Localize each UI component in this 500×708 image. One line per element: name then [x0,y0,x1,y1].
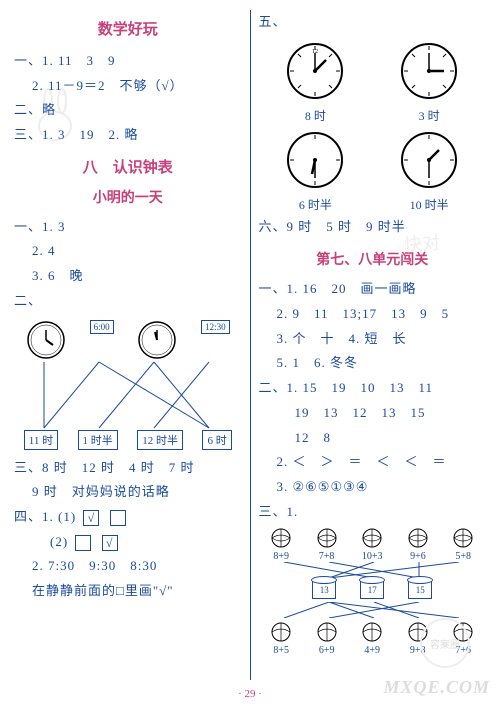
clock-icon [399,41,459,101]
label: 四、1. (1) [14,509,76,524]
basket: 15 [408,581,432,599]
stamp-watermark: 容案圈 [420,618,470,668]
ball-row-top: 8+9 7+8 10+3 9+6 5+8 [259,528,487,562]
section-title-2: 八 认识钟表 [14,156,242,177]
text-line: 一、1. 16 20 画一画略 [259,277,487,302]
label: (2) [50,534,68,549]
text-line: 2. 7:30 9:30 8:30 [14,554,242,579]
text-line: 二、 [14,289,242,314]
corner-watermark: MXQE.COM [383,677,490,698]
checkbox [110,510,126,526]
time-box: 6 时 [202,430,231,450]
clock-row: 12 8 时 3 时 [259,41,487,124]
ball: 6+9 [317,622,337,656]
text-line: 三、1. [259,500,487,525]
basket: 13 [312,581,336,599]
clock-icon [399,130,459,190]
text-line: 3. 个 十 4. 短 长 [259,327,487,352]
text-line: 2. 4 [14,239,242,264]
text-line: 9 时 对妈妈说的话略 [14,480,242,505]
sub-title: 第七、八单元闯关 [259,249,487,269]
ball-label: 6+9 [317,645,337,656]
ball: 7+8 [317,528,337,562]
basket: 17 [360,581,384,599]
section-title-1: 数学好玩 [14,18,242,39]
clock-label: 6 时半 [285,196,345,213]
page-number-value: 29 [245,688,256,700]
ball-label: 4+9 [362,645,382,656]
text-line: 5. 1 6. 冬冬 [259,351,487,376]
ball: 8+5 [271,622,291,656]
matching-diagram: 6:00 12:30 11 时 1 时半 12 时半 6 时 [14,320,242,450]
text-line: 二、1. 15 19 10 13 11 [259,376,487,401]
right-column: 五、 12 8 时 [253,10,493,680]
checkbox [75,535,91,551]
text-line: 六、9 时 5 时 9 时半 [259,215,487,240]
text-line: 3. 6 晚 [14,264,242,289]
ball: 10+3 [362,528,383,562]
text-line: (2) √ [14,530,242,555]
text-line: 五、 [259,10,487,35]
clock-unit: 6 时半 [285,130,345,213]
clock-icon: 12 [285,41,345,101]
checkbox: √ [102,535,118,551]
text-line: 三、8 时 12 时 4 时 7 时 [14,456,242,481]
checkbox: √ [83,510,99,526]
ball: 8+9 [271,528,291,562]
text-line: 12 8 [259,426,487,451]
text-line: 2. ＜ ＞ ＝ ＜ ＜ ＝ [259,450,487,475]
clock-unit: 10 时半 [399,130,459,213]
ball-label: 8+9 [271,551,291,562]
text-line: 3. ②⑥⑤①③④ [259,475,487,500]
ball: 5+8 [453,528,473,562]
clock-label: 10 时半 [399,196,459,213]
clock-label: 3 时 [399,107,459,124]
clock-row: 6 时半 10 时半 [259,130,487,213]
ball-label: 5+8 [453,551,473,562]
time-box: 12 时半 [137,430,183,450]
text-line: 一、1. 3 [14,215,242,240]
ball: 4+9 [362,622,382,656]
column-divider [250,10,251,680]
center-watermark: 快对 [403,228,441,257]
clock-unit: 3 时 [399,41,459,124]
match-lines [259,602,479,618]
time-box: 11 时 [24,430,58,450]
text-line: 一、1. 11 3 9 [14,49,242,74]
text-line: 2. 9 11 13;17 13 9 5 [259,302,487,327]
text-line: 四、1. (1) √ [14,505,242,530]
ball-label: 8+5 [271,645,291,656]
ball: 9+6 [408,528,428,562]
basket-row: 13 17 15 [259,581,487,599]
ball-label: 10+3 [362,551,383,562]
text-line: 19 13 12 13 15 [259,401,487,426]
ball-label: 7+8 [317,551,337,562]
rabbit-watermark-icon [30,86,80,146]
sub-title: 小明的一天 [14,187,242,207]
time-box: 1 时半 [78,430,118,450]
clock-unit: 12 8 时 [285,41,345,124]
clock-icon [285,130,345,190]
ball-label: 9+6 [408,551,428,562]
clock-label: 8 时 [285,107,345,124]
text-line: 在静静前面的□里画"√" [14,579,242,604]
